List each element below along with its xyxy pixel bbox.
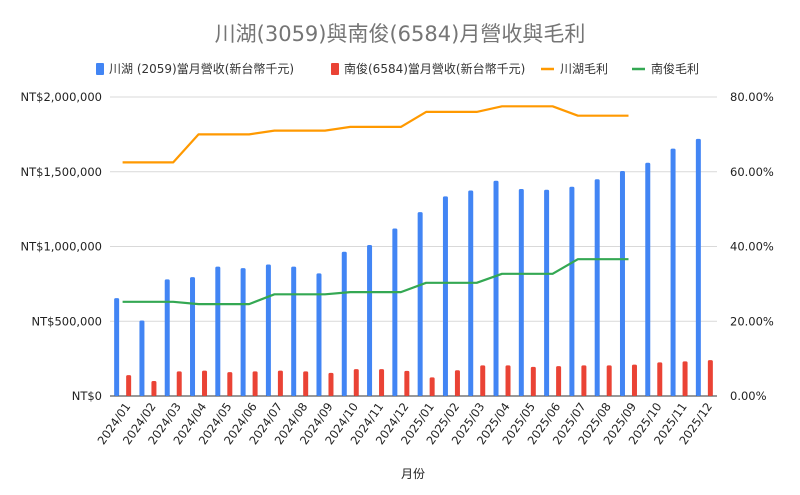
bar-nanjun-revenue	[480, 365, 486, 396]
bar-chuanhu-revenue	[190, 277, 196, 396]
bar-chuanhu-revenue	[569, 186, 575, 396]
bar-nanjun-revenue	[353, 369, 359, 396]
bar-nanjun-revenue	[252, 371, 258, 396]
bar-chuanhu-revenue	[417, 212, 423, 396]
right-tick-label: 20.00%	[730, 314, 774, 328]
bar-chuanhu-revenue	[114, 298, 120, 396]
bar-nanjun-revenue	[657, 362, 663, 396]
bar-nanjun-revenue	[707, 360, 713, 396]
bar-chuanhu-revenue	[695, 138, 701, 397]
right-tick-label: 0.00%	[730, 389, 767, 403]
right-tick-label: 60.00%	[730, 165, 774, 179]
bar-chuanhu-revenue	[341, 251, 347, 396]
bar-chuanhu-revenue	[392, 228, 398, 396]
bar-nanjun-revenue	[682, 361, 688, 396]
left-tick-label: NT$1,500,000	[21, 165, 102, 179]
bar-nanjun-revenue	[429, 377, 435, 396]
legend-label: 南俊毛利	[651, 61, 699, 76]
bar-chuanhu-revenue	[594, 179, 600, 396]
legend-swatch	[96, 63, 104, 75]
bar-chuanhu-revenue	[316, 273, 322, 396]
right-tick-label: 40.00%	[730, 240, 774, 254]
bar-nanjun-revenue	[379, 369, 385, 396]
bar-chuanhu-revenue	[367, 245, 373, 396]
left-tick-label: NT$500,000	[32, 314, 103, 328]
bar-chuanhu-revenue	[468, 190, 474, 396]
bar-chuanhu-revenue	[164, 279, 170, 396]
bar-nanjun-revenue	[303, 371, 309, 396]
x-axis: 2024/012024/022024/032024/042024/052024/…	[95, 400, 716, 447]
gridlines	[110, 96, 717, 397]
bar-chuanhu-revenue	[240, 268, 246, 396]
bar-nanjun-revenue	[277, 370, 283, 396]
legend-label: 川湖毛利	[560, 61, 608, 76]
legend-label: 川湖 (2059)當月營收(新台幣千元)	[109, 61, 294, 76]
bar-chuanhu-revenue	[442, 196, 448, 396]
bar-nanjun-revenue	[581, 365, 587, 396]
line-chuanhu-margin	[122, 105, 629, 164]
right-axis: 0.00% 20.00% 40.00% 60.00% 80.00%	[730, 90, 774, 403]
bar-chuanhu-revenue	[645, 162, 651, 396]
legend-swatch	[331, 63, 339, 75]
bar-nanjun-revenue	[151, 381, 157, 396]
bar-nanjun-revenue	[328, 372, 334, 396]
left-tick-label: NT$1,000,000	[21, 240, 102, 254]
bar-nanjun-revenue	[227, 372, 233, 396]
bar-nanjun-revenue	[631, 364, 637, 396]
bar-chuanhu-revenue	[518, 188, 524, 396]
bar-chuanhu-revenue	[670, 148, 676, 396]
x-axis-label: 月份	[401, 467, 425, 481]
left-tick-label: NT$0	[72, 389, 102, 403]
bar-chuanhu-revenue	[493, 180, 499, 396]
bar-chuanhu-revenue	[265, 264, 271, 396]
bar-chuanhu-revenue	[139, 320, 145, 396]
bar-chuanhu-revenue	[291, 266, 297, 396]
bar-nanjun-revenue	[606, 365, 612, 396]
lines	[122, 105, 629, 306]
left-axis: NT$0 NT$500,000 NT$1,000,000 NT$1,500,000 NT…	[21, 90, 102, 403]
bar-nanjun-revenue	[530, 366, 536, 396]
bar-nanjun-revenue	[126, 375, 132, 396]
legend: 川湖 (2059)當月營收(新台幣千元) 南俊(6584)當月營收(新台幣千元) 川…	[96, 61, 699, 76]
bar-nanjun-revenue	[202, 370, 208, 396]
bar-nanjun-revenue	[556, 366, 562, 396]
bar-nanjun-revenue	[404, 370, 410, 396]
legend-label: 南俊(6584)當月營收(新台幣千元)	[344, 61, 525, 76]
line-nanjun-margin	[122, 258, 629, 306]
bar-chuanhu-revenue	[215, 266, 221, 396]
bar-chuanhu-revenue	[619, 171, 625, 396]
bar-chuanhu-revenue	[544, 189, 550, 396]
bar-nanjun-revenue	[176, 371, 182, 396]
chart-title: 川湖(3059)與南俊(6584)月營收與毛利	[215, 22, 586, 46]
left-tick-label: NT$2,000,000	[21, 90, 102, 104]
bars	[114, 138, 713, 397]
right-tick-label: 80.00%	[730, 90, 774, 104]
bar-nanjun-revenue	[505, 365, 511, 396]
bar-nanjun-revenue	[454, 370, 460, 396]
